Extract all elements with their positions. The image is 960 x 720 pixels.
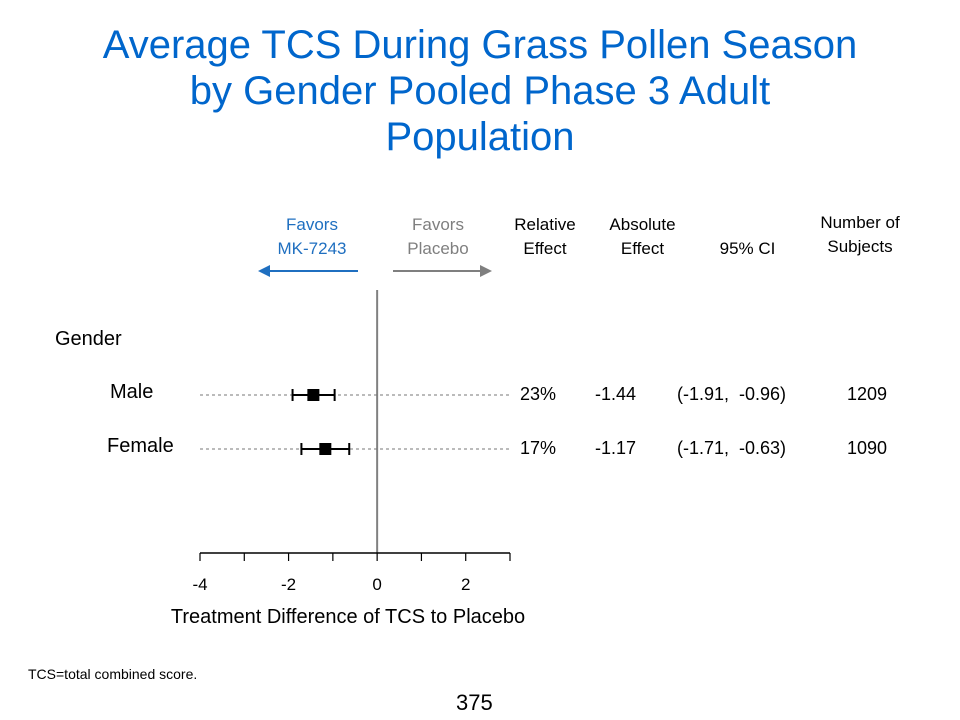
row-label-male: Male [110, 381, 154, 403]
point-estimate-marker [319, 443, 332, 455]
subjects-male: 1209 [847, 384, 888, 404]
ci-female: (-1.71, -0.63) [677, 438, 787, 458]
point-estimate-marker [307, 389, 320, 401]
subjects-female: 1090 [847, 438, 888, 458]
favors-right-line1: Favors [412, 215, 464, 234]
relative-effect-male: 23% [520, 384, 557, 404]
x-tick-label: -4 [192, 575, 207, 594]
favors-left-line2: MK-7243 [277, 239, 347, 258]
subjects-header-line2: Subjects [827, 237, 893, 256]
footnote: TCS=total combined score. [28, 666, 198, 682]
favors-mk7243-arrowhead [258, 265, 270, 277]
absolute-header-line2: Effect [620, 239, 665, 258]
title-line-1: Average TCS During Grass Pollen Season [102, 23, 858, 67]
favors-mk7243-header: Favors MK-7243 [262, 213, 362, 261]
title-line-3: Population [385, 115, 575, 159]
page-number: 375 [456, 690, 493, 715]
gender-group-label: Gender [55, 328, 122, 350]
subjects-header-line1: Number of [820, 213, 900, 232]
x-tick-label: 2 [461, 575, 470, 594]
favors-right-line2: Placebo [407, 239, 469, 258]
absolute-effect-female: -1.17 [595, 438, 637, 458]
x-tick-label: 0 [372, 575, 381, 594]
row-label-female: Female [107, 435, 174, 457]
x-tick-label: -2 [281, 575, 296, 594]
title-line-2: by Gender Pooled Phase 3 Adult [189, 69, 771, 113]
ci-male: (-1.91, -0.96) [677, 384, 787, 404]
x-axis-label: Treatment Difference of TCS to Placebo [171, 606, 525, 628]
ci-header: 95% CI [700, 237, 795, 261]
subjects-header: Number of Subjects [800, 211, 920, 259]
ci-header-text: 95% CI [719, 239, 776, 258]
absolute-effect-male: -1.44 [595, 384, 637, 404]
slide-title: Average TCS During Grass Pollen Season b… [0, 22, 960, 160]
favors-placebo-header: Favors Placebo [388, 213, 488, 261]
absolute-effect-header: Absolute Effect [595, 213, 690, 261]
relative-effect-header: Relative Effect [500, 213, 590, 261]
absolute-header-line1: Absolute [609, 215, 676, 234]
relative-effect-female: 17% [520, 438, 557, 458]
relative-header-line1: Relative [514, 215, 576, 234]
favors-placebo-arrowhead [480, 265, 492, 277]
relative-header-line2: Effect [523, 239, 567, 258]
favors-left-line1: Favors [286, 215, 338, 234]
